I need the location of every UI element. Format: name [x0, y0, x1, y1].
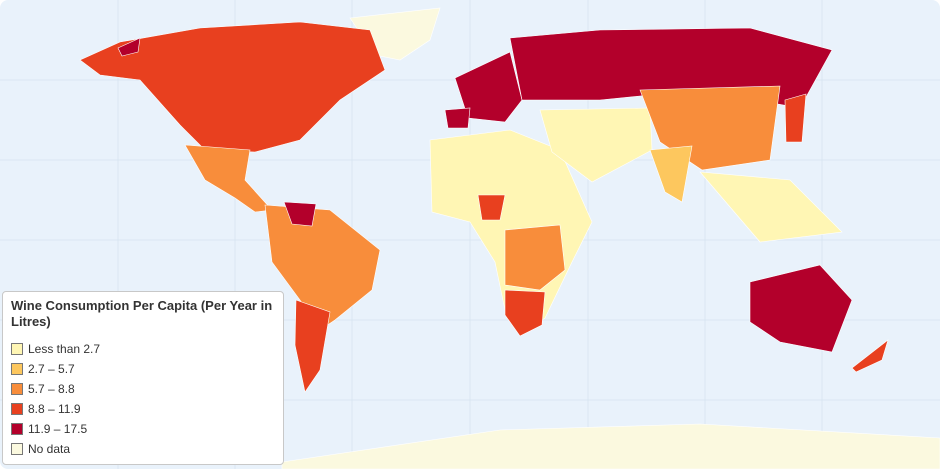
- legend-title: Wine Consumption Per Capita (Per Year in…: [11, 298, 273, 329]
- country: [184, 144, 273, 213]
- legend-swatch: [11, 403, 23, 415]
- legend-label: 8.8 – 11.9: [28, 402, 81, 416]
- country: [504, 289, 546, 337]
- legend-label: Less than 2.7: [28, 342, 101, 356]
- country: [851, 339, 889, 373]
- legend-swatch: [11, 363, 23, 375]
- legend-swatch: [11, 343, 23, 355]
- country: [784, 93, 807, 143]
- country: [264, 204, 381, 331]
- country: [649, 145, 693, 203]
- legend: Wine Consumption Per Capita (Per Year in…: [2, 291, 284, 465]
- legend-item: No data: [11, 439, 275, 459]
- legend-item: 2.7 – 5.7: [11, 359, 275, 379]
- country: [699, 171, 843, 243]
- country: [504, 224, 566, 291]
- country: [749, 264, 853, 353]
- legend-item: 11.9 – 17.5: [11, 419, 275, 439]
- country: [539, 107, 653, 183]
- legend-label: 11.9 – 17.5: [28, 422, 88, 436]
- legend-label: 2.7 – 5.7: [28, 362, 75, 376]
- legend-label: 5.7 – 8.8: [28, 382, 75, 396]
- country: [444, 107, 471, 129]
- country: [294, 299, 331, 393]
- legend-swatch: [11, 443, 23, 455]
- legend-swatch: [11, 383, 23, 395]
- legend-items: Less than 2.7 2.7 – 5.7 5.7 – 8.8 8.8 – 11.…: [11, 339, 275, 459]
- country: [281, 423, 940, 469]
- country: [117, 37, 141, 57]
- legend-label: No data: [28, 442, 71, 456]
- country: [79, 21, 386, 153]
- country: [477, 194, 506, 221]
- legend-swatch: [11, 423, 23, 435]
- legend-item: 5.7 – 8.8: [11, 379, 275, 399]
- legend-item: Less than 2.7: [11, 339, 275, 359]
- country: [283, 201, 317, 227]
- legend-item: 8.8 – 11.9: [11, 399, 275, 419]
